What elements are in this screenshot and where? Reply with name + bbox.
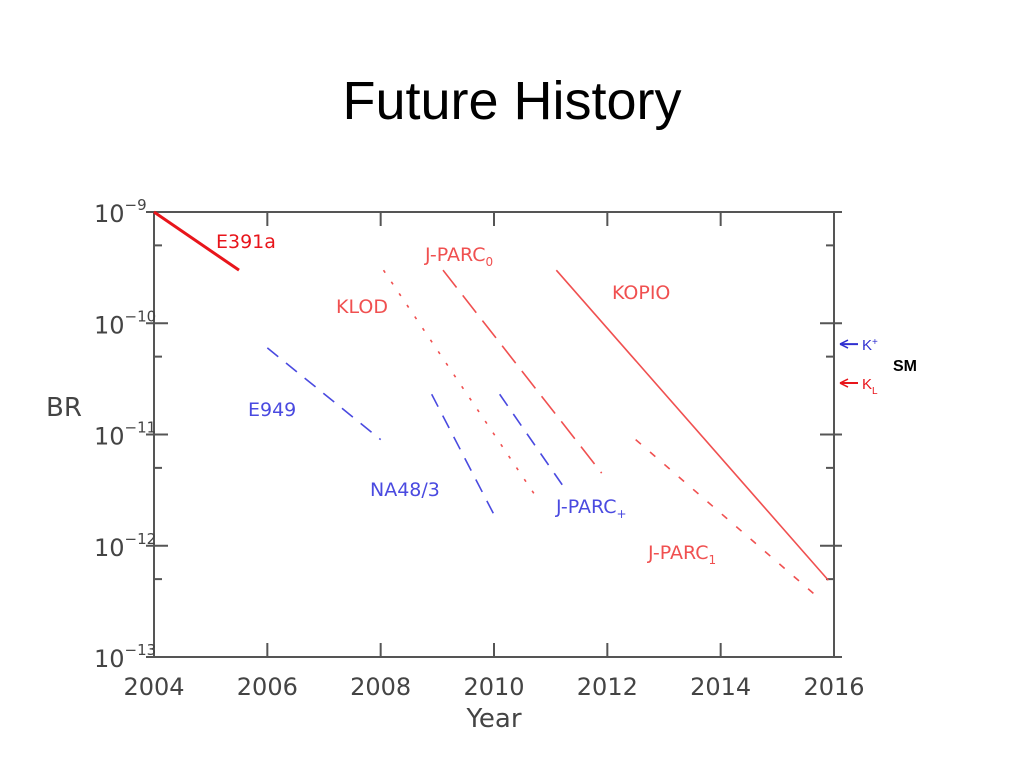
x-tick-label: 2012 [577,673,638,701]
y-tick-label: 10−12 [94,530,156,562]
k-plus-arrowhead-icon [839,339,849,349]
series-e949-label: E949 [248,399,296,421]
k-long-arrowhead-icon [839,378,849,388]
series-j-parc-0-line [442,269,603,474]
k-plus-label: K+ [862,337,878,354]
x-tick-label: 2004 [123,673,184,701]
series-kopio-line [555,269,829,581]
series-na48-3-label: NA48/3 [370,479,440,501]
series-klod-line [382,269,540,502]
y-tick-label: 10−11 [94,419,156,451]
y-tick-label: 10−13 [94,641,156,673]
series-e391a-label: E391a [216,231,276,253]
x-tick-label: 2010 [463,673,524,701]
series-j-parc-1-line [635,438,818,598]
slide-title: Future History [342,71,682,131]
series-j-parc-1-label: J-PARC1 [647,542,716,567]
series-kopio-label: KOPIO [612,282,670,304]
series-j-parc-plus-line [499,393,569,494]
x-tick-label: 2006 [237,673,298,701]
k-long-label: KL [862,376,878,397]
y-axis-label: BR [46,393,82,423]
series-j-parc-0-label: J-PARC0 [424,244,493,269]
series-e949-line [266,347,382,441]
y-tick-label: 10−10 [94,307,156,339]
x-axis-label: Year [465,704,521,734]
x-tick-label: 2016 [803,673,864,701]
series-klod-label: KLOD [336,296,388,318]
x-tick-label: 2014 [690,673,751,701]
series-e391a-line [153,210,240,272]
y-tick-label: 10−9 [94,196,147,228]
series-na48-3-line [430,393,498,521]
series-j-parc-plus-label: J-PARC+ [555,496,627,521]
x-tick-label: 2008 [350,673,411,701]
sm-label: SM [893,358,917,375]
